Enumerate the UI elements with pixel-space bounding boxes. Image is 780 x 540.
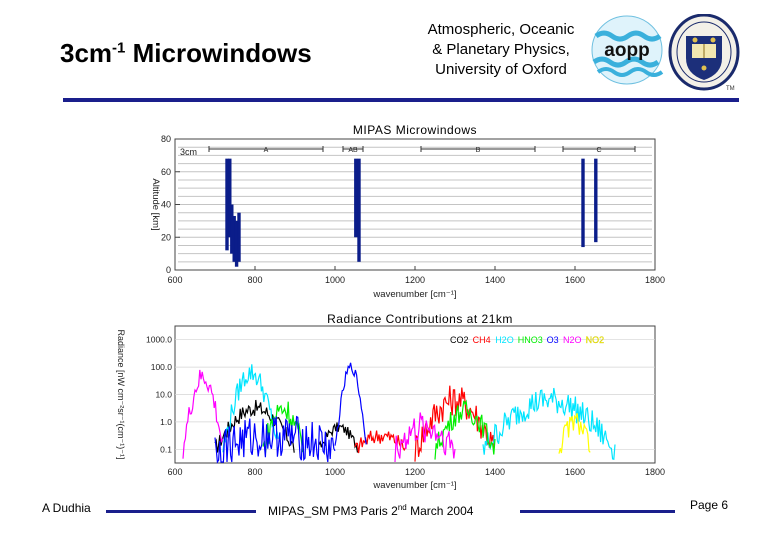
footer-author: A Dudhia — [42, 501, 91, 515]
institution-name: Atmospheric, Oceanic & Planetary Physics… — [396, 20, 606, 80]
microwindow-bar — [594, 158, 598, 243]
corner-label: 3cm — [180, 147, 197, 157]
institution-line: University of Oxford — [435, 61, 567, 78]
x-tick-label: 1200 — [405, 275, 425, 285]
y-tick-label: 20 — [161, 232, 171, 242]
institution-line: Atmospheric, Oceanic — [427, 21, 575, 38]
page-number: Page 6 — [690, 498, 729, 512]
x-tick-label: 1800 — [645, 275, 665, 285]
x-tick-label: 1000 — [325, 467, 345, 477]
aopp-logo: aopp — [591, 15, 664, 85]
microwindows-chart: 0 20 40 60 80 600 800 1000 1200 1400 1600 1800 waven… — [150, 134, 665, 300]
microwindow-bar — [234, 220, 239, 267]
x-tick-label: 800 — [247, 275, 262, 285]
y-tick-label: 100.0 — [151, 362, 173, 372]
y-tick-label: 80 — [161, 134, 171, 144]
series-line — [182, 369, 456, 463]
microwindow-bar — [237, 212, 241, 262]
x-tick-label: 1400 — [485, 275, 505, 285]
x-tick-label: 1600 — [565, 467, 585, 477]
footer-divider-left — [106, 510, 256, 513]
band-label: B — [476, 147, 481, 154]
microwindow-bar — [581, 158, 585, 248]
band-label: A — [264, 147, 269, 154]
microwindow-bar — [232, 215, 236, 262]
title-rest: Microwindows — [125, 38, 312, 68]
series-line — [214, 362, 367, 464]
legend-item: CH4 — [473, 335, 491, 345]
microwindow-bar — [230, 204, 234, 254]
header-divider — [63, 98, 739, 102]
x-tick-label: 800 — [247, 467, 262, 477]
microwindow-bar — [354, 158, 358, 238]
university-crest-icon: TM — [668, 14, 740, 92]
legend-item: O3 — [547, 335, 559, 345]
microwindow-bar — [228, 158, 232, 238]
footer-event-pre: MIPAS_SM PM3 Paris 2 — [268, 504, 398, 518]
legend-item: CO2 — [450, 335, 469, 345]
y-tick-label: 0.1 — [160, 444, 172, 454]
y-tick-label: 0 — [166, 265, 171, 275]
chart2-title: Radiance Contributions at 21km — [327, 312, 513, 326]
series-line — [558, 413, 591, 454]
footer-divider-right — [520, 510, 675, 513]
y-tick-label: 60 — [161, 167, 171, 177]
y-tick-label: 40 — [161, 200, 171, 210]
x-tick-label: 1800 — [645, 467, 665, 477]
page-title: 3cm-1 Microwindows — [60, 38, 312, 69]
band-label: AB — [348, 147, 358, 154]
logo-text: aopp — [604, 40, 649, 61]
y-axis-label: Altitude [km] — [150, 178, 161, 230]
y-tick-label: 1.0 — [160, 417, 172, 427]
chart1-title: MIPAS Microwindows — [352, 123, 478, 137]
title-superscript: -1 — [112, 39, 126, 57]
institution-line: & Planetary Physics, — [432, 41, 570, 58]
footer-event-sup: nd — [397, 503, 407, 512]
footer-event: MIPAS_SM PM3 Paris 2nd March 2004 — [268, 503, 473, 518]
x-axis-label: wavenumber [cm⁻¹] — [372, 289, 456, 300]
legend-item: NO2 — [586, 335, 605, 345]
x-tick-label: 600 — [167, 275, 182, 285]
footer-event-post: March 2004 — [406, 504, 474, 518]
microwindow-bar — [357, 158, 361, 262]
legend-item: N2O — [563, 335, 582, 345]
x-tick-label: 1600 — [565, 275, 585, 285]
x-tick-label: 1400 — [485, 467, 505, 477]
series-line — [222, 364, 616, 460]
x-tick-label: 600 — [167, 467, 182, 477]
x-tick-label: 1200 — [405, 467, 425, 477]
band-label: C — [596, 147, 601, 154]
title-main: 3cm — [60, 38, 113, 68]
x-tick-label: 1000 — [325, 275, 345, 285]
svg-text:TM: TM — [726, 86, 735, 92]
microwindow-bar — [225, 158, 229, 251]
radiance-chart: 1000.0 100.0 10.0 1.0 0.1 600 800 1000 1200 1400 1… — [116, 325, 665, 491]
y-tick-label: 1000.0 — [146, 335, 172, 345]
y-tick-label: 10.0 — [155, 390, 172, 400]
x-axis-label: wavenumber [cm⁻¹] — [372, 480, 456, 491]
legend-item: HNO3 — [518, 335, 543, 345]
y-axis-label: Radiance [nW cm⁻²sr⁻¹(cm⁻¹)⁻¹] — [116, 329, 126, 459]
legend-item: H2O — [495, 335, 514, 345]
